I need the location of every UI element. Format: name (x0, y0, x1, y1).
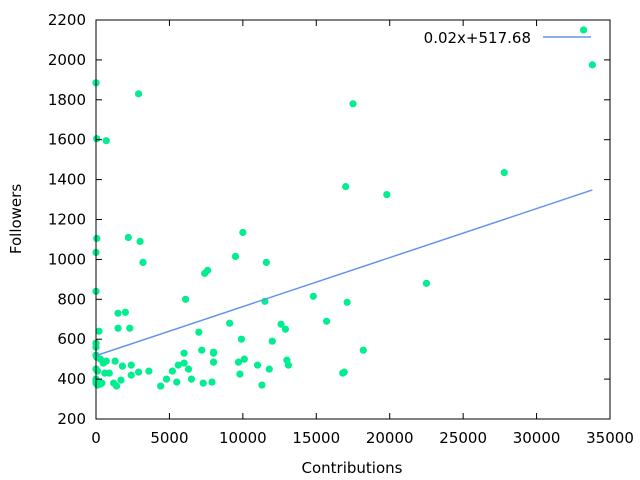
y-tick-label: 1800 (48, 91, 86, 109)
x-tick-label: 10000 (219, 429, 267, 447)
data-point (102, 357, 110, 365)
x-tick-label: 25000 (439, 429, 487, 447)
data-point (95, 327, 103, 335)
y-axis: 200 400 600 800 1000 1200 1400 1600 1800 2000 2200 (48, 11, 610, 428)
data-point (134, 368, 143, 376)
x-tick-label: 20000 (366, 429, 414, 447)
y-tick-label: 1200 (48, 211, 86, 229)
data-point (343, 298, 351, 306)
plot-frame (95, 19, 611, 420)
data-point (139, 258, 147, 266)
data-point (184, 365, 193, 373)
data-point (236, 370, 244, 378)
x-tick-label: 0 (91, 429, 101, 447)
x-tick-label: 5000 (150, 429, 188, 447)
fit-line (95, 189, 593, 357)
y-tick-label: 2200 (48, 11, 86, 29)
data-point (118, 362, 127, 370)
data-point (500, 169, 508, 177)
data-point (173, 378, 181, 386)
data-point (112, 382, 121, 390)
data-point (262, 258, 270, 266)
data-point (145, 367, 153, 375)
data-point (124, 233, 132, 242)
data-point (240, 355, 248, 363)
legend-label: 0.02x+517.68 (424, 29, 531, 47)
data-point (136, 237, 144, 246)
data-point (111, 357, 119, 365)
data-point (102, 137, 110, 145)
data-point (281, 325, 290, 333)
data-point (208, 378, 216, 386)
x-axis-label: Contributions (302, 459, 403, 477)
data-point (258, 381, 266, 389)
x-axis: 0 5000 10000 15000 20000 25000 30000 35000 (91, 20, 634, 447)
x-tick-label: 15000 (292, 429, 340, 447)
data-point (93, 135, 101, 143)
data-point (121, 308, 129, 316)
data-point (162, 375, 171, 383)
data-point (342, 182, 350, 191)
data-point (340, 368, 348, 376)
y-tick-label: 1000 (48, 250, 86, 268)
data-point (239, 228, 247, 237)
data-point (195, 328, 203, 336)
data-point (117, 376, 125, 384)
data-point (157, 382, 165, 390)
data-point (180, 349, 188, 357)
data-point (349, 100, 357, 108)
data-point (277, 320, 285, 328)
y-tick-label: 400 (57, 370, 86, 388)
x-tick-label: 35000 (586, 429, 634, 447)
data-point (105, 369, 113, 377)
data-point (134, 90, 143, 98)
data-point (127, 361, 135, 369)
data-point (174, 361, 182, 369)
data-point (284, 361, 292, 369)
data-point (180, 359, 188, 367)
data-point (268, 337, 276, 345)
y-axis-label: Followers (7, 184, 25, 254)
data-point (234, 358, 243, 366)
data-point (231, 252, 240, 261)
data-point (588, 61, 596, 69)
data-point (181, 295, 190, 303)
x-tick-label: 30000 (513, 429, 561, 447)
data-point (114, 309, 122, 317)
data-point (204, 266, 212, 274)
y-tick-label: 600 (57, 330, 86, 348)
y-tick-label: 200 (57, 410, 86, 428)
y-tick-label: 800 (57, 290, 86, 308)
legend: 0.02x+517.68 (424, 29, 591, 47)
data-point (265, 365, 273, 373)
y-tick-label: 1600 (48, 131, 86, 149)
data-point (383, 190, 391, 199)
data-point (422, 279, 431, 287)
data-point (309, 292, 317, 300)
data-point (199, 379, 207, 387)
data-point (127, 371, 135, 379)
y-tick-label: 1400 (48, 171, 86, 189)
data-point (126, 324, 134, 332)
data-point (98, 379, 106, 387)
data-point (322, 317, 331, 325)
data-point (209, 349, 218, 357)
data-point (579, 26, 588, 34)
data-point (93, 367, 102, 375)
data-point (168, 367, 176, 375)
data-point (198, 346, 206, 354)
data-point (187, 375, 196, 383)
data-point (114, 324, 122, 332)
data-points (92, 26, 596, 390)
data-point (359, 346, 367, 354)
data-point (93, 234, 101, 243)
data-point (226, 319, 234, 327)
data-point (253, 361, 262, 369)
y-tick-label: 2000 (48, 51, 86, 69)
data-point (237, 335, 245, 343)
data-point (209, 358, 218, 366)
